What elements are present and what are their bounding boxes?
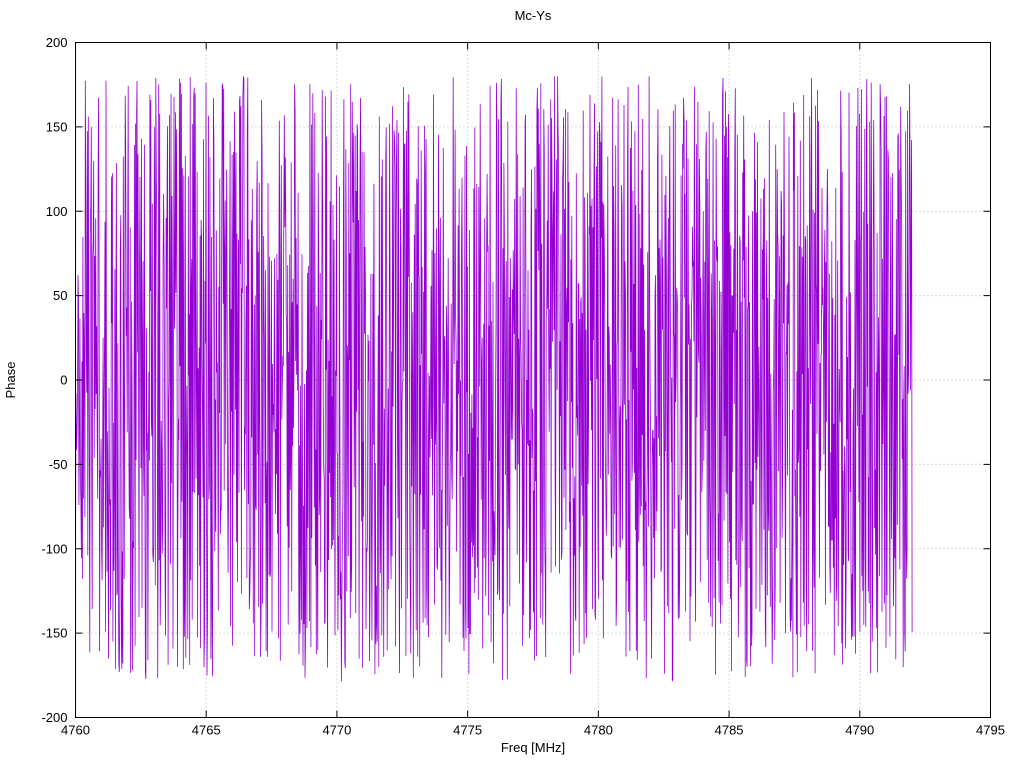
y-tick-label: -50 [49, 457, 68, 472]
x-tick-label: 4770 [322, 723, 351, 738]
phase-series-path [75, 76, 913, 682]
y-tick-label: -200 [41, 710, 67, 725]
x-tick-label: 4795 [976, 723, 1005, 738]
x-tick-label: 4780 [584, 723, 613, 738]
x-axis-label: Freq [MHz] [501, 740, 565, 755]
data-series [75, 76, 913, 682]
x-tick-label: 4785 [715, 723, 744, 738]
tick-labels: 4760 4765 4770 4775 4780 4785 4790 4795 -200 -150… [41, 35, 1004, 738]
y-tick-label: 200 [46, 35, 68, 50]
y-tick-label: 50 [53, 288, 67, 303]
y-tick-label: 100 [46, 204, 68, 219]
y-tick-label: -100 [41, 541, 67, 556]
x-tick-label: 4775 [453, 723, 482, 738]
x-tick-label: 4790 [845, 723, 874, 738]
x-tick-label: 4765 [192, 723, 221, 738]
y-tick-label: 150 [46, 119, 68, 134]
x-tick-label: 4760 [61, 723, 90, 738]
chart-title: Mc-Ys [515, 8, 552, 23]
y-tick-label: -150 [41, 626, 67, 641]
y-axis-label: Phase [3, 362, 18, 399]
y-tick-label: 0 [60, 373, 67, 388]
tick-marks [75, 42, 991, 718]
